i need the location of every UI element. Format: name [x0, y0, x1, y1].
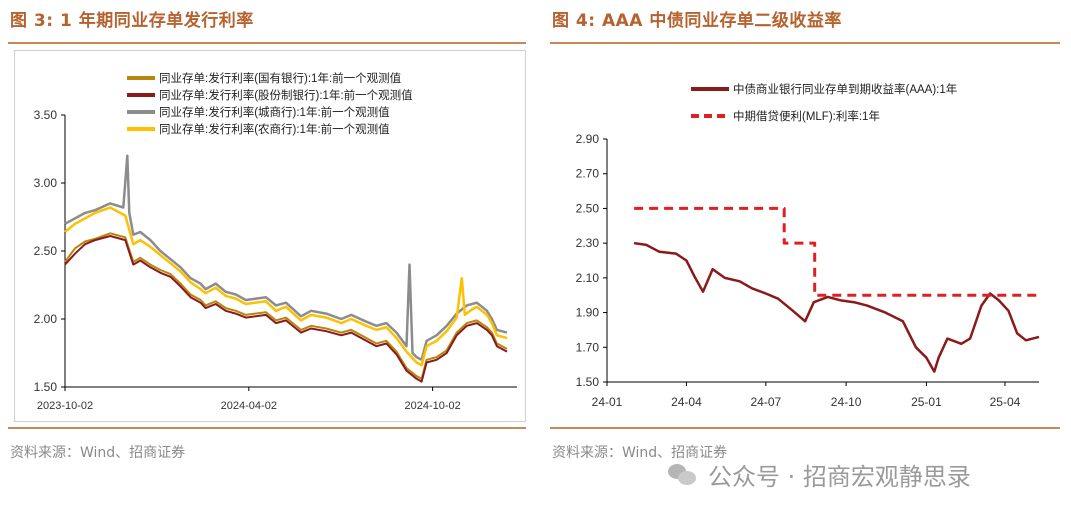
series-line-3: [64, 206, 508, 367]
legend-label-1: 同业存单:发行利率(股份制银行):1年:前一个观测值: [159, 88, 413, 102]
x-tick-label: 2024-04-02: [221, 400, 277, 412]
legend-label-0: 同业存单:发行利率(国有银行):1年:前一个观测值: [159, 71, 402, 85]
x-tick-label: 24-01: [592, 395, 623, 409]
series-line-1: [64, 235, 508, 383]
y-tick-label: 2.70: [576, 167, 600, 181]
left-bottom-rule: [8, 427, 526, 429]
y-tick-label: 1.50: [576, 375, 600, 389]
wechat-icon: [668, 462, 698, 486]
legend-label-2: 同业存单:发行利率(城商行):1年:前一个观测值: [159, 105, 390, 119]
series-line-2: [64, 154, 508, 362]
legend-label-0: 中债商业银行同业存单到期收益率(AAA):1年: [733, 82, 957, 96]
x-tick-label: 2024-10-02: [404, 400, 460, 412]
left-chart: 3.50 3.00 2.50 2.00 1.50 2023-10-02 2024-04-02…: [34, 71, 644, 412]
y-tick-label: 2.30: [576, 236, 600, 250]
y-tick-label: 2.90: [576, 132, 600, 146]
right-chart: 2.90 2.70 2.50 2.30 2.10 1.90 1.70 1.50 24-01 24-…: [576, 82, 1040, 409]
right-chart-title: 图 4: AAA 中债同业存单二级收益率: [552, 11, 842, 31]
series-line-1: [634, 206, 1039, 297]
right-chart-frame: 2.90 2.70 2.50 2.30 2.10 1.90 1.70 1.50 24-01 24-…: [552, 50, 1060, 422]
y-tick-label: 1.50: [34, 380, 58, 394]
y-tick-label: 3.00: [34, 176, 58, 190]
legend-label-1: 中期借贷便利(MLF):利率:1年: [733, 109, 880, 123]
watermark: 公众号 · 招商宏观静思录: [668, 456, 971, 492]
x-tick-label: 24-04: [671, 395, 702, 409]
y-tick-label: 1.70: [576, 340, 600, 354]
series-line-0: [633, 241, 1040, 373]
y-tick-label: 2.50: [34, 244, 58, 258]
x-tick-label: 24-07: [750, 395, 781, 409]
right-source-note: 资料来源：Wind、招商证券: [552, 445, 728, 461]
x-tick-label: 2023-10-02: [37, 400, 93, 412]
x-tick-label: 25-04: [990, 395, 1021, 409]
x-tick-label: 24-10: [831, 395, 862, 409]
y-tick-label: 2.50: [576, 201, 600, 215]
left-source-note: 资料来源：Wind、招商证券: [10, 445, 186, 461]
right-bottom-rule: [550, 427, 1060, 429]
left-chart-frame: 3.50 3.00 2.50 2.00 1.50 2023-10-02 2024-04-02…: [14, 50, 644, 422]
right-title-rule: [550, 42, 1060, 44]
left-title-rule: [8, 42, 526, 44]
y-tick-label: 3.50: [34, 108, 58, 122]
y-tick-label: 1.90: [576, 306, 600, 320]
left-chart-title: 图 3: 1 年期同业存单发行利率: [10, 11, 254, 31]
x-tick-label: 25-01: [911, 395, 942, 409]
series-line-0: [64, 232, 508, 380]
y-tick-label: 2.10: [576, 271, 600, 285]
watermark-text: 公众号 · 招商宏观静思录: [708, 462, 971, 491]
y-tick-label: 2.00: [34, 312, 58, 326]
legend-label-3: 同业存单:发行利率(农商行):1年:前一个观测值: [159, 122, 390, 136]
